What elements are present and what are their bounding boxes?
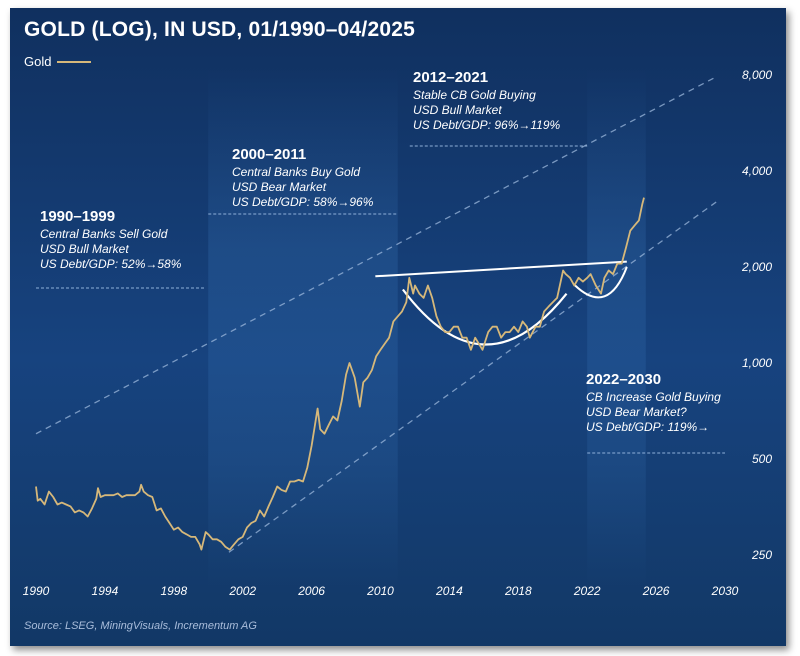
y-tick-label: 4,000 [742,164,772,178]
y-tick-label: 250 [751,548,772,562]
annotation-line: USD Bull Market [40,242,129,256]
x-tick-label: 2010 [366,584,394,598]
y-tick-label: 1,000 [742,356,772,370]
chart-title: GOLD (LOG), IN USD, 01/1990–04/2025 [24,18,415,41]
y-tick-label: 500 [752,452,772,466]
y-tick-label: 2,000 [741,260,772,274]
annotation-2022-2030: 2022–2030 CB Increase Gold Buying USD Be… [586,370,776,435]
x-tick-label: 1990 [23,584,50,598]
x-tick-label: 2014 [435,584,463,598]
annotation-line: US Debt/GDP: 119%→ [586,420,710,434]
x-tick-label: 1998 [160,584,187,598]
x-tick-label: 2030 [711,584,739,598]
legend-swatch [57,60,92,63]
legend: Gold [24,54,92,69]
annotation-line: USD Bear Market? [586,405,687,419]
resistance-line [375,260,627,278]
chart-panel: 250 500 1,000 2,000 4,000 8,000 1990 1994 1998 2… [10,8,786,646]
annotation-heading: 1990–1999 [40,208,116,225]
annotation-line: USD Bear Market [232,180,327,194]
x-tick-label: 2006 [297,584,325,598]
annotation-1990-1999: 1990–1999 Central Banks Sell Gold USD Bu… [40,207,220,272]
lower-channel-line [228,201,717,553]
handle-arc [574,266,628,299]
annotation-line: Stable CB Gold Buying [413,88,536,102]
chart-svg: 250 500 1,000 2,000 4,000 8,000 1990 1994 1998 2… [23,68,772,598]
annotation-heading: 2022–2030 [586,371,662,388]
annotation-line: US Debt/GDP: 58%→96% [232,195,374,209]
annotation-2000-2011: 2000–2011 Central Banks Buy Gold USD Bea… [232,145,432,210]
source-note: Source: LSEG, MiningVisuals, Incrementum… [24,620,257,632]
annotation-line: US Debt/GDP: 52%→58% [40,257,182,271]
annotation-line: Central Banks Buy Gold [232,165,361,179]
annotation-2012-2021: 2012–2021 Stable CB Gold Buying USD Bull… [413,68,603,133]
annotation-heading: 2012–2021 [413,69,489,86]
era-band [587,68,646,588]
x-tick-label: 1994 [92,584,119,598]
x-tick-label: 2026 [642,584,670,598]
upper-channel-line [35,76,717,435]
annotation-line: US Debt/GDP: 96%→119% [413,118,561,132]
annotation-line: USD Bull Market [413,103,502,117]
x-tick-label: 2022 [573,584,601,598]
x-tick-label: 2002 [228,584,256,598]
legend-label: Gold [24,54,52,69]
gold-price-line [35,197,645,551]
annotation-heading: 2000–2011 [232,146,307,163]
annotation-line: Central Banks Sell Gold [40,227,168,241]
era-band [208,68,398,588]
annotation-line: CB Increase Gold Buying [586,390,721,404]
x-tick-label: 2018 [504,584,532,598]
y-tick-label: 8,000 [742,68,772,82]
